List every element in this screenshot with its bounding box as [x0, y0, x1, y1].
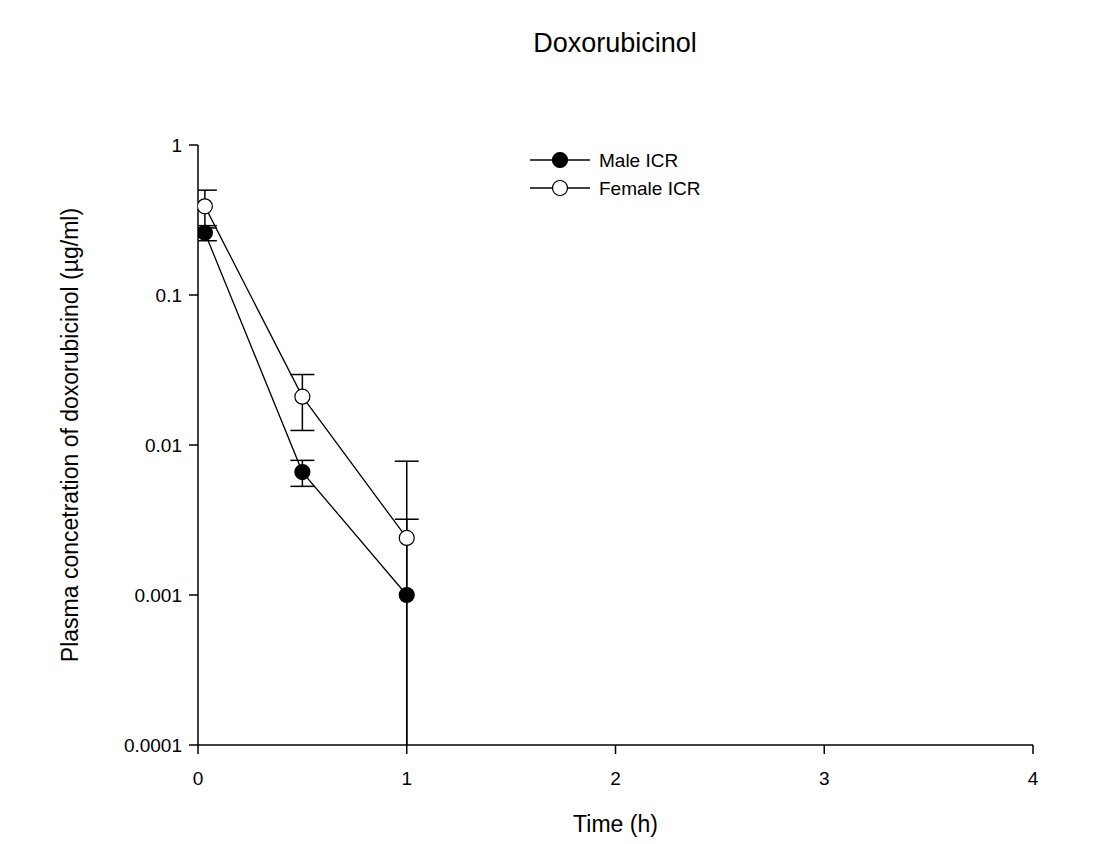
x-tick: [197, 745, 199, 754]
error-bar: [198, 226, 217, 241]
marker: [295, 465, 310, 480]
marker: [399, 530, 414, 545]
marker: [399, 588, 414, 603]
plot-area: [198, 190, 419, 745]
x-tick: [1032, 745, 1034, 754]
error-bar: [395, 461, 419, 745]
y-tick: [189, 594, 198, 596]
y-tick-label: 0.001: [134, 585, 182, 606]
legend-label: Male ICR: [599, 150, 678, 171]
legend-label: Female ICR: [599, 178, 700, 199]
chart-svg: Doxorubicinol 0.0001 0.001 0.01 0.1 1 0 1 2 3 4 Tim…: [0, 0, 1099, 844]
legend-marker: [553, 181, 568, 196]
y-tick-label: 0.01: [145, 435, 182, 456]
x-axis-label: Time (h): [573, 811, 658, 837]
series-line: [205, 206, 407, 538]
chart-root: Doxorubicinol 0.0001 0.001 0.01 0.1 1 0 1 2 3 4 Tim…: [0, 0, 1099, 844]
x-tick-label: 2: [610, 768, 621, 789]
y-tick-label: 0.1: [156, 285, 182, 306]
x-tick-label: 0: [193, 768, 204, 789]
error-bar: [290, 375, 314, 431]
x-tick: [824, 745, 826, 754]
error-bar: [198, 190, 217, 228]
y-tick-label: 0.0001: [124, 735, 182, 756]
y-tick: [189, 294, 198, 296]
marker: [198, 225, 212, 240]
legend-marker: [553, 153, 568, 168]
y-axis-label: Plasma concetration of doxorubicinol (µg…: [57, 208, 83, 662]
marker: [198, 199, 212, 214]
x-tick: [615, 745, 617, 754]
title: Doxorubicinol: [533, 28, 697, 58]
x-tick: [406, 745, 408, 754]
series-line: [205, 233, 407, 595]
y-tick: [189, 744, 198, 746]
x-tick-label: 3: [819, 768, 830, 789]
x-tick-label: 4: [1028, 768, 1039, 789]
legend: Male ICR Female ICR: [530, 150, 700, 199]
marker: [295, 389, 310, 404]
y-tick-label: 1: [171, 135, 182, 156]
y-tick: [189, 444, 198, 446]
y-tick: [189, 144, 198, 146]
x-tick-label: 1: [401, 768, 412, 789]
